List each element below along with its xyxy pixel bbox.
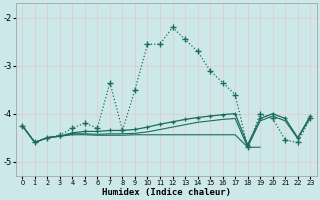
X-axis label: Humidex (Indice chaleur): Humidex (Indice chaleur) [102, 188, 231, 197]
